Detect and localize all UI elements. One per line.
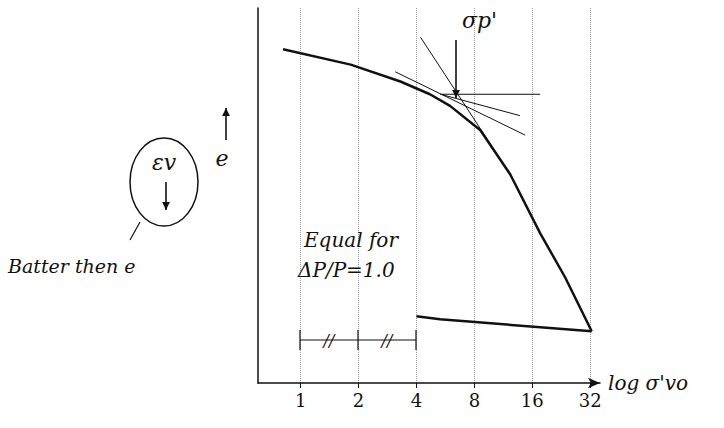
svg-text://: // xyxy=(322,331,336,350)
svg-text:log σ'vo: log σ'vo xyxy=(608,371,688,395)
svg-text:Batter then e: Batter then e xyxy=(7,255,136,277)
svg-text:εv: εv xyxy=(152,150,177,175)
svg-text:e: e xyxy=(215,146,228,171)
svg-text:σp': σp' xyxy=(462,8,497,33)
svg-text:ΔP/P=1.0: ΔP/P=1.0 xyxy=(297,258,395,282)
svg-text:16: 16 xyxy=(521,390,544,411)
svg-text:1: 1 xyxy=(295,390,306,411)
svg-text:8: 8 xyxy=(469,390,480,411)
svg-text:32: 32 xyxy=(579,390,602,411)
svg-text:4: 4 xyxy=(411,390,422,411)
svg-text://: // xyxy=(380,331,394,350)
svg-text:2: 2 xyxy=(353,390,364,411)
svg-text:Equal for: Equal for xyxy=(303,228,399,252)
